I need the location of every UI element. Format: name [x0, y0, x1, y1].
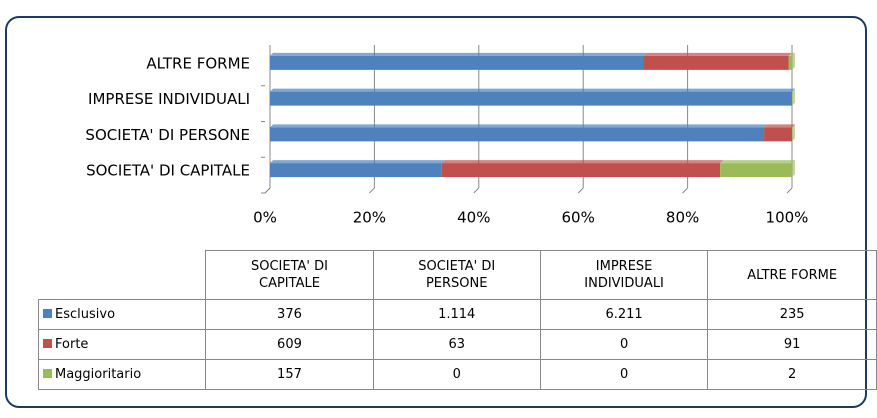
legend-label: Forte — [55, 337, 89, 352]
table-row: Maggioritario 157 0 0 2 — [37, 359, 877, 390]
y-tick-label: ALTRE FORME — [146, 54, 250, 72]
bar-top — [788, 52, 795, 56]
bar-top — [720, 160, 795, 164]
bar-top — [441, 160, 724, 164]
y-tick-label: IMPRESE INDIVIDUALI — [88, 90, 250, 108]
table-cell: 235 — [707, 299, 877, 330]
bar-end — [792, 160, 795, 178]
bar-segment — [764, 124, 795, 142]
bar-segment — [270, 124, 768, 142]
table-cell: 2 — [707, 359, 877, 390]
x-tick-label: 0% — [253, 209, 277, 227]
y-tick-label: SOCIETA' DI PERSONE — [85, 126, 250, 144]
table-cell: 157 — [205, 359, 374, 390]
table-cell: 0 — [372, 359, 541, 390]
bar-segment — [270, 88, 795, 106]
legend-entry: Maggioritario — [37, 359, 207, 390]
table-header-cell: SOCIETA' DI CAPITALE — [205, 250, 374, 300]
table-row: Forte 609 63 0 91 — [37, 329, 877, 360]
table-header-cell: SOCIETA' DI PERSONE — [372, 250, 541, 300]
table-cell: 6.211 — [539, 299, 709, 330]
y-tick-label: SOCIETA' DI CAPITALE — [86, 162, 250, 180]
bar-segment — [643, 52, 792, 70]
table-header-cell: IMPRESE INDIVIDUALI — [539, 250, 709, 300]
table-cell: 0 — [539, 329, 709, 360]
bar-face — [270, 127, 765, 142]
bar-face — [764, 127, 792, 142]
bar-segment — [270, 52, 647, 70]
table-row: Esclusivo 376 1.114 6.211 235 — [37, 299, 877, 330]
bar-top — [270, 52, 647, 56]
bar-segment — [788, 52, 795, 70]
grid-depth — [577, 187, 584, 194]
x-tick-label: 40% — [457, 209, 490, 227]
bar-face — [643, 55, 789, 70]
legend-entry: Esclusivo — [37, 299, 207, 330]
x-tick-label: 100% — [766, 209, 809, 227]
bar-top — [643, 52, 792, 56]
x-tick-label: 80% — [666, 209, 699, 227]
table-cell: 609 — [205, 329, 374, 360]
table-cell: 63 — [372, 329, 541, 360]
table-header-row: SOCIETA' DI CAPITALE SOCIETA' DI PERSONE I… — [38, 250, 877, 300]
table-cell: 1.114 — [372, 299, 541, 330]
bar-segment — [270, 160, 445, 178]
bar-end — [792, 52, 795, 70]
bar-segment — [441, 160, 724, 178]
legend-label: Maggioritario — [55, 367, 142, 382]
legend-label: Esclusivo — [55, 307, 116, 322]
column-label: SOCIETA' DI PERSONE — [418, 259, 496, 291]
grid-depth — [369, 187, 375, 194]
x-tick-label: 20% — [353, 209, 386, 227]
grid-depth — [682, 187, 688, 194]
legend-entry: Forte — [37, 329, 207, 360]
bar-face — [788, 55, 792, 70]
column-label: SOCIETA' DI CAPITALE — [250, 259, 328, 291]
bar-face — [441, 163, 721, 178]
table-header-cell: ALTRE FORME — [707, 250, 877, 300]
table-cell: 376 — [205, 299, 374, 330]
bar-top — [270, 160, 445, 164]
bar-face — [720, 163, 792, 178]
grid-depth — [786, 187, 793, 194]
data-table: SOCIETA' DI CAPITALE SOCIETA' DI PERSONE I… — [37, 250, 877, 390]
bar-segment — [720, 160, 795, 178]
column-label: IMPRESE INDIVIDUALI — [584, 259, 664, 291]
bar-top — [270, 88, 795, 92]
bar-face — [270, 55, 644, 70]
bar-face — [270, 91, 792, 106]
legend-key — [43, 309, 52, 318]
column-label: ALTRE FORME — [747, 267, 838, 283]
legend-key — [43, 339, 52, 348]
grid-depth — [264, 187, 271, 194]
chart-frame — [5, 16, 867, 408]
bar-top — [270, 124, 768, 128]
table-corner — [38, 250, 207, 300]
grid-depth — [473, 187, 480, 194]
legend-key — [43, 369, 52, 378]
x-tick-label: 60% — [562, 209, 595, 227]
bar-end — [792, 88, 795, 106]
table-cell: 91 — [707, 329, 877, 360]
bar-top — [764, 124, 795, 128]
table-cell: 0 — [539, 359, 709, 390]
bar-face — [270, 163, 442, 178]
bar-end — [792, 124, 795, 142]
